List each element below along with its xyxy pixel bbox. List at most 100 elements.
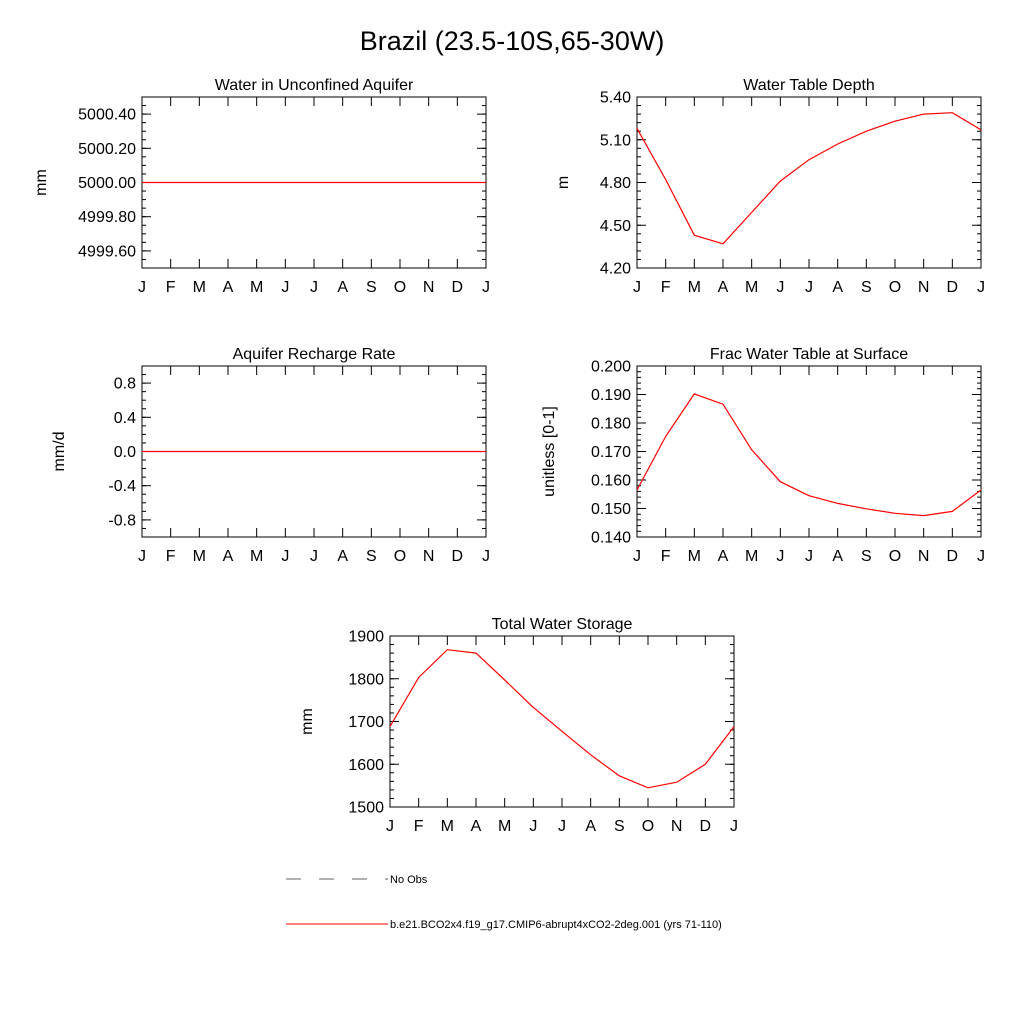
recharge-ytick-label: -0.8 <box>108 512 136 529</box>
tws-xtick-label: M <box>498 818 511 835</box>
tws-ytick-label: 1600 <box>348 757 384 774</box>
aquifer-ytick-label: 5000.00 <box>78 175 136 192</box>
tws-series-line <box>389 649 735 789</box>
wtd-ytick-label: 4.80 <box>600 175 631 192</box>
aquifer-xtick-label: F <box>166 279 176 296</box>
aquifer-xtick-label: J <box>482 279 490 296</box>
recharge-xtick-label: M <box>193 548 206 565</box>
legend-model-label: b.e21.BCO2x4.f19_g17.CMIP6-abrupt4xCO2-2… <box>390 919 722 931</box>
tws-xtick-label: J <box>529 818 537 835</box>
tws-xtick-label: A <box>585 818 596 835</box>
tws-xtick-label: M <box>441 818 454 835</box>
wtd-xtick-label: J <box>776 279 784 296</box>
wtd-plot-frame <box>636 96 982 269</box>
tws-xtick-label: F <box>414 818 424 835</box>
wtd-series-line <box>636 112 982 245</box>
tws-xtick-label: N <box>671 818 683 835</box>
recharge-xtick-label: J <box>482 548 490 565</box>
frac-xtick-label: S <box>861 548 872 565</box>
recharge-title: Aquifer Recharge Rate <box>233 346 396 363</box>
frac-ytick-label: 0.150 <box>591 501 631 518</box>
panel-total-water-storage: Total Water Storage mm 1900 1800 1700 1600 150… <box>299 616 738 835</box>
wtd-xtick-label: D <box>947 279 959 296</box>
frac-plot-frame <box>636 365 982 538</box>
frac-ytick-label: 0.160 <box>591 473 631 490</box>
legend-no-obs-label: No Obs <box>390 874 428 886</box>
recharge-xtick-label: D <box>452 548 464 565</box>
wtd-xtick-label: A <box>718 279 729 296</box>
tws-ytick-label: 1700 <box>348 714 384 731</box>
tws-ytick-label: 1900 <box>348 629 384 646</box>
wtd-xtick-label: S <box>861 279 872 296</box>
recharge-ytick-label: -0.4 <box>108 478 136 495</box>
panel-aquifer-recharge-rate: Aquifer Recharge Rate mm/d 0.8 0.4 0.0 -0.4 -0… <box>51 346 490 565</box>
aquifer-xtick-label: A <box>223 279 234 296</box>
frac-xtick-label: N <box>918 548 930 565</box>
recharge-xtick-label: O <box>394 548 406 565</box>
wtd-xtick-label: M <box>688 279 701 296</box>
wtd-title: Water Table Depth <box>743 77 875 94</box>
aquifer-ytick-label: 5000.20 <box>78 141 136 158</box>
frac-series-line <box>636 393 982 517</box>
tws-xtick-label: J <box>730 818 738 835</box>
aquifer-xtick-label: J <box>310 279 318 296</box>
frac-ytick-label: 0.190 <box>591 387 631 404</box>
wtd-xtick-label: A <box>832 279 843 296</box>
frac-title: Frac Water Table at Surface <box>710 346 908 363</box>
tws-xtick-label: D <box>700 818 712 835</box>
aquifer-xtick-label: M <box>250 279 263 296</box>
tws-xtick-label: S <box>614 818 625 835</box>
frac-ytick-label: 0.180 <box>591 416 631 433</box>
tws-title: Total Water Storage <box>492 616 633 633</box>
aquifer-xtick-label: M <box>193 279 206 296</box>
tws-ytick-label: 1800 <box>348 671 384 688</box>
wtd-xtick-label: O <box>889 279 901 296</box>
wtd-ytick-label: 5.10 <box>600 132 631 149</box>
tws-xtick-label: J <box>386 818 394 835</box>
frac-ylabel: unitless [0-1] <box>541 406 558 497</box>
wtd-xtick-label: M <box>745 279 758 296</box>
wtd-ytick-label: 5.40 <box>600 90 631 107</box>
frac-xtick-label: D <box>947 548 959 565</box>
recharge-xtick-label: F <box>166 548 176 565</box>
recharge-xtick-label: J <box>281 548 289 565</box>
aquifer-xtick-label: D <box>452 279 464 296</box>
aquifer-ytick-label: 4999.80 <box>78 209 136 226</box>
frac-xtick-label: M <box>688 548 701 565</box>
aquifer-xtick-label: J <box>281 279 289 296</box>
wtd-xtick-label: J <box>805 279 813 296</box>
aquifer-xtick-label: J <box>138 279 146 296</box>
frac-xtick-label: J <box>633 548 641 565</box>
aquifer-ylabel: mm <box>33 169 50 196</box>
panel-water-in-unconfined-aquifer: Water in Unconfined Aquifer mm 5000.40 5000… <box>33 77 490 296</box>
frac-xtick-label: A <box>718 548 729 565</box>
frac-xtick-label: J <box>977 548 985 565</box>
wtd-xtick-label: J <box>633 279 641 296</box>
frac-xtick-label: A <box>832 548 843 565</box>
wtd-xtick-label: N <box>918 279 930 296</box>
frac-xtick-label: J <box>776 548 784 565</box>
tws-ytick-label: 1500 <box>348 800 384 817</box>
recharge-xtick-label: J <box>138 548 146 565</box>
tws-xtick-label: J <box>558 818 566 835</box>
recharge-xtick-label: S <box>366 548 377 565</box>
recharge-xtick-label: N <box>423 548 435 565</box>
recharge-xtick-label: J <box>310 548 318 565</box>
frac-ytick-label: 0.170 <box>591 444 631 461</box>
tws-plot-frame <box>389 635 735 808</box>
aquifer-xtick-label: S <box>366 279 377 296</box>
frac-ytick-label: 0.200 <box>591 359 631 376</box>
recharge-xtick-label: M <box>250 548 263 565</box>
aquifer-xtick-label: O <box>394 279 406 296</box>
tws-ylabel: mm <box>299 708 316 735</box>
aquifer-ytick-label: 5000.40 <box>78 107 136 124</box>
aquifer-xtick-label: A <box>337 279 348 296</box>
panel-frac-water-table-at-surface: Frac Water Table at Surface unitless [0-1… <box>541 346 985 565</box>
frac-ytick-label: 0.140 <box>591 530 631 547</box>
aquifer-ytick-label: 4999.60 <box>78 243 136 260</box>
wtd-xtick-label: F <box>661 279 671 296</box>
recharge-xtick-label: A <box>223 548 234 565</box>
aquifer-title: Water in Unconfined Aquifer <box>215 77 414 94</box>
